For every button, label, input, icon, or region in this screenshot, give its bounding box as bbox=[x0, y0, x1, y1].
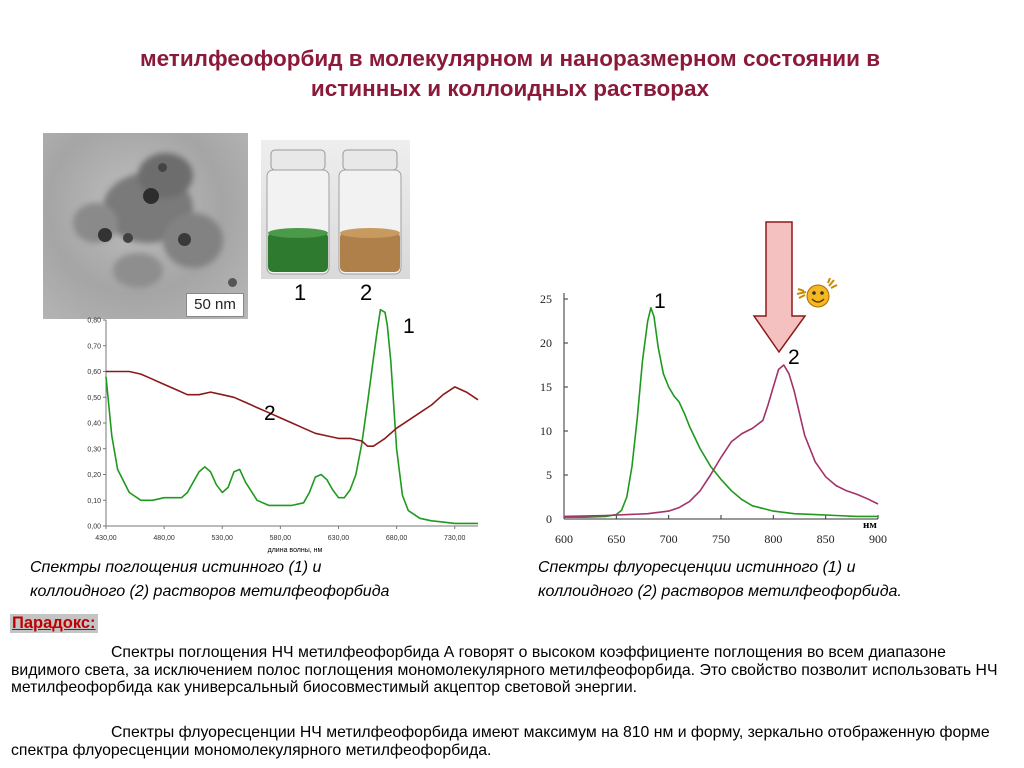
fluorescence-x-tick-label: 600 bbox=[555, 532, 573, 546]
fluorescence-chart: 0 5 10 15 20 25 600 650 700 750 800 850 900 нм bbox=[540, 292, 887, 546]
absorption-caption-line-1: Спектры поглощения истинного (1) и bbox=[30, 559, 322, 576]
fluorescence-x-tick-label: 900 bbox=[869, 532, 887, 546]
fluorescence-caption-line-2: коллоидного (2) растворов метилфеофорбид… bbox=[538, 583, 902, 600]
fluorescence-y-tick-label: 0 bbox=[546, 512, 552, 526]
absorption-ticks: 0,00 0,10 0,20 0,30 0,40 0,50 0,60 0,70 0,80 430,… bbox=[87, 318, 465, 543]
particle-cluster bbox=[163, 213, 223, 268]
absorption-series bbox=[105, 308, 479, 525]
absorption-x-tick-label: 680,00 bbox=[386, 535, 408, 542]
fluorescence-series bbox=[563, 307, 879, 518]
particle bbox=[143, 188, 159, 204]
absorption-x-tick-label: 530,00 bbox=[212, 535, 234, 542]
absorption-caption: Спектры поглощения истинного (1) и колло… bbox=[30, 556, 389, 604]
fluorescence-y-tick-label: 10 bbox=[540, 424, 552, 438]
absorption-y-tick-label: 0,50 bbox=[87, 395, 101, 402]
absorption-grid bbox=[103, 319, 478, 529]
fluorescence-y-tick-label: 20 bbox=[540, 336, 552, 350]
particle bbox=[98, 228, 112, 242]
absorption-y-tick-label: 0,80 bbox=[87, 318, 101, 325]
smiley-emoticon-icon bbox=[796, 278, 838, 308]
fluorescence-x-tick-label: 700 bbox=[660, 532, 678, 546]
particle-cluster bbox=[113, 253, 163, 288]
fluorescence-curve-label-2: 2 bbox=[788, 346, 800, 369]
title-line-2: истинных и коллоидных растворах bbox=[310, 76, 710, 101]
absorption-curve-label-1: 1 bbox=[403, 315, 415, 338]
fluorescence-x-tick-label: 850 bbox=[817, 532, 835, 546]
title-line-1: метилфеофорбид в молекулярном и наноразм… bbox=[139, 46, 881, 71]
fluorescence-series-2-line bbox=[563, 364, 879, 518]
absorption-series-2-line bbox=[106, 370, 479, 447]
vials-drawing bbox=[266, 149, 402, 275]
absorption-y-tick-label: 0,20 bbox=[87, 472, 101, 479]
paradox-paragraph-2: Спектры флуоресценции НЧ метилфеофорбида… bbox=[11, 724, 990, 759]
absorption-chart: 0,00 0,10 0,20 0,30 0,40 0,50 0,60 0,70 0,80 430,… bbox=[87, 308, 479, 554]
down-arrow-icon bbox=[752, 221, 807, 354]
absorption-y-tick-label: 0,00 bbox=[87, 524, 101, 531]
absorption-x-tick-label: 730,00 bbox=[444, 535, 466, 542]
scale-bar-label: 50 nm bbox=[186, 293, 244, 317]
absorption-x-axis-label: длина волны, нм bbox=[268, 547, 323, 554]
paradox-heading: Парадокс: bbox=[10, 614, 98, 633]
tem-micrograph: 50 nm bbox=[43, 133, 248, 319]
vial-label-1: 1 bbox=[294, 280, 307, 305]
absorption-y-tick-label: 0,70 bbox=[87, 343, 101, 350]
absorption-x-tick-label: 480,00 bbox=[153, 535, 175, 542]
absorption-caption-line-2: коллоидного (2) растворов метилфеофорбид… bbox=[30, 583, 390, 600]
page-title: метилфеофорбид в молекулярном и наноразм… bbox=[40, 44, 980, 104]
absorption-x-tick-label: 580,00 bbox=[270, 535, 292, 542]
fluorescence-y-tick-label: 25 bbox=[540, 292, 552, 306]
absorption-y-tick-label: 0,10 bbox=[87, 498, 101, 505]
particle bbox=[123, 233, 133, 243]
fluorescence-y-tick-label: 5 bbox=[546, 468, 552, 482]
absorption-curve-label-2: 2 bbox=[264, 402, 276, 425]
fluorescence-caption-line-1: Спектры флуоресценции истинного (1) и bbox=[538, 559, 856, 576]
fluorescence-x-tick-label: 650 bbox=[607, 532, 625, 546]
fluorescence-caption: Спектры флуоресценции истинного (1) и ко… bbox=[538, 556, 902, 604]
paradox-paragraph-1: Спектры поглощения НЧ метилфеофорбида А … bbox=[11, 644, 998, 696]
fluorescence-x-tick-label: 800 bbox=[764, 532, 782, 546]
particle bbox=[158, 163, 167, 172]
absorption-y-tick-label: 0,30 bbox=[87, 446, 101, 453]
absorption-series-1-line bbox=[105, 308, 478, 525]
vial-label-2: 2 bbox=[360, 280, 373, 305]
absorption-y-tick-label: 0,40 bbox=[87, 421, 101, 428]
fluorescence-ticks: 0 5 10 15 20 25 600 650 700 750 800 850 900 bbox=[540, 292, 887, 546]
particle bbox=[178, 233, 191, 246]
fluorescence-series-1-line bbox=[564, 307, 878, 518]
absorption-y-tick-label: 0,60 bbox=[87, 369, 101, 376]
particle bbox=[228, 278, 237, 287]
absorption-x-tick-label: 430,00 bbox=[95, 535, 117, 542]
fluorescence-unit-label: нм bbox=[863, 519, 877, 531]
absorption-x-tick-label: 630,00 bbox=[328, 535, 350, 542]
fluorescence-x-tick-label: 750 bbox=[712, 532, 730, 546]
fluorescence-y-tick-label: 15 bbox=[540, 380, 552, 394]
vials-photo bbox=[261, 140, 410, 279]
fluorescence-curve-label-1: 1 bbox=[654, 290, 666, 313]
